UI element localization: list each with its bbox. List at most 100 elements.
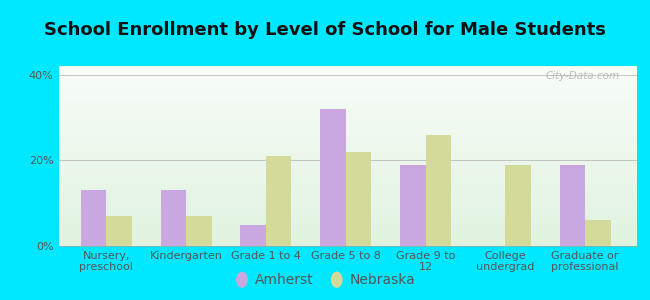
- Bar: [58, 226, 637, 227]
- Bar: [58, 114, 637, 115]
- Bar: [58, 227, 637, 228]
- Bar: [58, 117, 637, 118]
- Text: City-Data.com: City-Data.com: [545, 71, 619, 81]
- Bar: [58, 218, 637, 219]
- Bar: [58, 198, 637, 199]
- Bar: [58, 133, 637, 134]
- Bar: [58, 195, 637, 196]
- Bar: [58, 158, 637, 159]
- Bar: [58, 200, 637, 201]
- Bar: [58, 89, 637, 90]
- Bar: [58, 157, 637, 158]
- Bar: [186, 216, 212, 246]
- Bar: [58, 241, 637, 242]
- Bar: [58, 224, 637, 225]
- Bar: [58, 86, 637, 87]
- Bar: [58, 161, 637, 162]
- Bar: [58, 70, 637, 71]
- Legend: Amherst, Nebraska: Amherst, Nebraska: [229, 268, 421, 293]
- Bar: [58, 181, 637, 182]
- Bar: [58, 216, 637, 217]
- Bar: [58, 144, 637, 145]
- Bar: [400, 165, 426, 246]
- Bar: [58, 211, 637, 212]
- Bar: [58, 150, 637, 151]
- Bar: [585, 220, 610, 246]
- Bar: [58, 132, 637, 133]
- Bar: [58, 145, 637, 146]
- Bar: [58, 66, 637, 67]
- Bar: [58, 163, 637, 164]
- Bar: [58, 174, 637, 175]
- Bar: [58, 67, 637, 68]
- Bar: [58, 188, 637, 189]
- Bar: [58, 149, 637, 150]
- Bar: [58, 115, 637, 116]
- Bar: [58, 232, 637, 233]
- Bar: [81, 190, 107, 246]
- Bar: [58, 125, 637, 126]
- Bar: [58, 141, 637, 142]
- Bar: [58, 192, 637, 193]
- Bar: [58, 204, 637, 205]
- Bar: [58, 170, 637, 171]
- Bar: [240, 225, 266, 246]
- Bar: [58, 208, 637, 209]
- Bar: [58, 142, 637, 143]
- Bar: [58, 79, 637, 80]
- Bar: [58, 189, 637, 190]
- Bar: [58, 85, 637, 86]
- Bar: [58, 124, 637, 125]
- Bar: [58, 77, 637, 78]
- Bar: [58, 120, 637, 121]
- Bar: [58, 186, 637, 187]
- Bar: [58, 93, 637, 94]
- Bar: [58, 164, 637, 165]
- Bar: [58, 235, 637, 236]
- Bar: [58, 109, 637, 110]
- Bar: [58, 74, 637, 75]
- Bar: [58, 92, 637, 93]
- Bar: [58, 80, 637, 81]
- Bar: [58, 75, 637, 76]
- Bar: [58, 152, 637, 153]
- Bar: [58, 105, 637, 106]
- Bar: [58, 159, 637, 160]
- Bar: [58, 119, 637, 120]
- Bar: [58, 76, 637, 77]
- Bar: [58, 102, 637, 103]
- Bar: [58, 160, 637, 161]
- Bar: [58, 221, 637, 222]
- Bar: [58, 229, 637, 230]
- Bar: [58, 69, 637, 70]
- Bar: [58, 139, 637, 140]
- Bar: [58, 213, 637, 214]
- Bar: [58, 196, 637, 197]
- Bar: [58, 223, 637, 224]
- Bar: [58, 176, 637, 177]
- Bar: [58, 236, 637, 237]
- Bar: [58, 193, 637, 194]
- Bar: [505, 165, 531, 246]
- Bar: [58, 148, 637, 149]
- Bar: [58, 91, 637, 92]
- Bar: [58, 95, 637, 96]
- Bar: [58, 129, 637, 130]
- Bar: [58, 97, 637, 98]
- Bar: [58, 122, 637, 123]
- Bar: [58, 127, 637, 128]
- Bar: [58, 160, 637, 161]
- Bar: [58, 111, 637, 112]
- Bar: [58, 156, 637, 157]
- Bar: [58, 222, 637, 223]
- Bar: [58, 116, 637, 117]
- Bar: [58, 167, 637, 168]
- Bar: [58, 146, 637, 147]
- Bar: [58, 104, 637, 105]
- Bar: [58, 72, 637, 73]
- Bar: [58, 162, 637, 163]
- Bar: [58, 135, 637, 136]
- Bar: [58, 107, 637, 108]
- Bar: [58, 81, 637, 82]
- Bar: [58, 153, 637, 154]
